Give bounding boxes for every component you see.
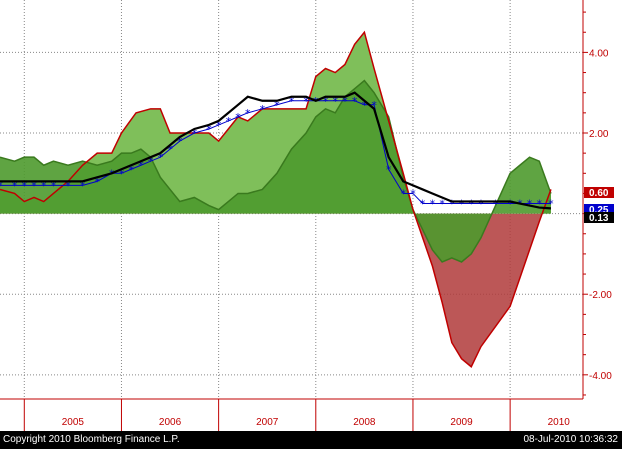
series-blue-point: * bbox=[323, 95, 329, 108]
series-blue-point: * bbox=[206, 123, 212, 136]
last-value-label: 0.60 bbox=[589, 188, 609, 199]
series-blue-point: * bbox=[303, 95, 309, 108]
x-tick-label: 2009 bbox=[450, 417, 473, 428]
last-value-label: 0.25 bbox=[589, 205, 609, 216]
series-blue-point: * bbox=[493, 198, 499, 211]
x-tick-label: 2006 bbox=[159, 417, 182, 428]
series-blue-point: * bbox=[507, 198, 513, 211]
series-blue-point: * bbox=[548, 198, 554, 211]
y-tick-label: -2.00 bbox=[589, 290, 612, 301]
x-tick-label: 2007 bbox=[256, 417, 279, 428]
series-blue-point: * bbox=[430, 198, 436, 211]
series-blue-point: * bbox=[362, 99, 368, 112]
series-blue-point: * bbox=[342, 95, 348, 108]
x-tick-label: 2005 bbox=[62, 417, 85, 428]
y-tick-label: -4.00 bbox=[589, 371, 612, 382]
y-tick-label: 4.00 bbox=[589, 48, 609, 59]
series-blue-point: * bbox=[274, 99, 280, 112]
series-blue-point: * bbox=[94, 175, 100, 188]
timestamp-text: 08-Jul-2010 10:36:32 bbox=[523, 434, 618, 445]
x-tick-label: 2008 bbox=[353, 417, 376, 428]
series-blue-point: * bbox=[469, 198, 475, 211]
series-blue-point: * bbox=[332, 95, 338, 108]
series-blue-point: * bbox=[449, 198, 455, 211]
series-blue-point: * bbox=[128, 163, 134, 176]
series-blue-point: * bbox=[386, 163, 392, 176]
series-blue-point: * bbox=[478, 198, 484, 211]
series-blue-point: * bbox=[527, 198, 533, 211]
chart-svg: * * * * * * * ** * * * * **** * * * * * * * * * * * * * * * *** ** * * *… bbox=[0, 0, 614, 431]
series-blue-point: * bbox=[400, 187, 406, 200]
series-blue-point: * bbox=[352, 95, 358, 108]
series-blue-point: * bbox=[216, 119, 222, 132]
series-blue-point: * bbox=[22, 179, 28, 192]
series-blue-point: * bbox=[459, 198, 465, 211]
series-blue-point: * bbox=[177, 135, 183, 148]
series-blue-point: * bbox=[410, 187, 416, 200]
series-blue-point: * bbox=[226, 115, 232, 128]
series-green-line bbox=[0, 79, 552, 263]
series-blue-point: * bbox=[158, 151, 164, 164]
series-blue-point: * bbox=[371, 99, 377, 112]
series-red-line bbox=[0, 30, 552, 368]
series-blue-point: * bbox=[439, 198, 445, 211]
x-tick-label: 2010 bbox=[548, 417, 571, 428]
copyright-text: Copyright 2010 Bloomberg Finance L.P. bbox=[3, 434, 180, 445]
last-value-box bbox=[584, 187, 614, 198]
series-blue-point: * bbox=[80, 179, 86, 192]
series-blue-point: * bbox=[41, 179, 47, 192]
series-blue-point: * bbox=[138, 159, 144, 172]
last-value-label: 0.13 bbox=[589, 213, 609, 224]
series-blue-point: * bbox=[31, 179, 37, 192]
series-blue-point: * bbox=[51, 179, 57, 192]
series-blue-point: * bbox=[537, 198, 543, 211]
series-blue-point: * bbox=[0, 179, 3, 192]
series-green-area bbox=[0, 80, 551, 262]
series-black-line bbox=[0, 91, 552, 210]
series-blue-point: * bbox=[192, 127, 198, 140]
last-value-box bbox=[584, 212, 614, 223]
series-blue-point: * bbox=[289, 95, 295, 108]
y-tick-label: 2.00 bbox=[589, 129, 609, 140]
series-blue-line bbox=[0, 100, 551, 205]
series-blue-point: * bbox=[119, 167, 125, 180]
series-blue-point: * bbox=[167, 143, 173, 156]
series-blue-point: * bbox=[245, 107, 251, 120]
series-blue-point: * bbox=[260, 103, 266, 116]
series-blue-point: * bbox=[235, 111, 241, 124]
footer-bar: Copyright 2010 Bloomberg Finance L.P. 08… bbox=[0, 431, 622, 449]
series-blue-point: * bbox=[420, 198, 426, 211]
series-blue-point: * bbox=[65, 179, 71, 192]
series-blue-point: * bbox=[12, 179, 18, 192]
series-blue-point: * bbox=[148, 155, 154, 168]
last-value-box bbox=[584, 204, 614, 215]
